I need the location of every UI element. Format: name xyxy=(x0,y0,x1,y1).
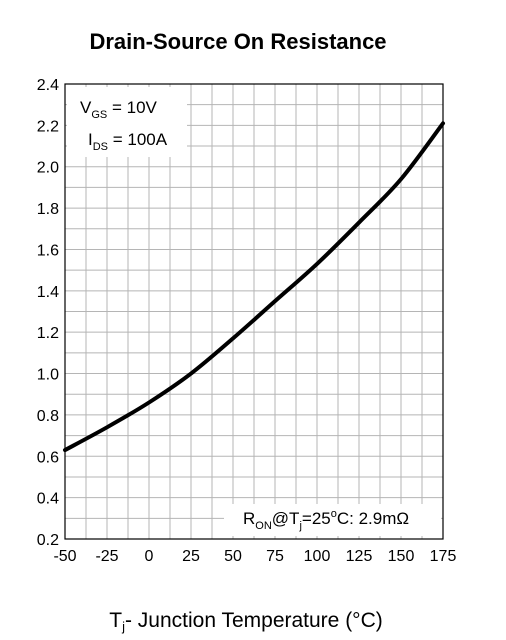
y-tick-label: 1.6 xyxy=(37,242,59,259)
y-tick-label: 1.2 xyxy=(37,325,59,342)
y-tick-label: 2.0 xyxy=(37,160,59,177)
axis-ticks: -50 -25 0 25 50 75 100 125 150 175 0.2 0.4 0.6 0.8 1.0… xyxy=(37,77,457,565)
ron-annotation: RON@Tj=25oC: 2.9mΩ xyxy=(243,508,409,532)
y-tick-label: 2.4 xyxy=(37,77,59,94)
x-tick-label: -25 xyxy=(95,548,118,565)
x-tick-label: 50 xyxy=(224,548,242,565)
ids-annotation: IDS = 100A xyxy=(88,130,168,153)
x-tick-label: 100 xyxy=(304,548,331,565)
x-tick-label: 175 xyxy=(430,548,457,565)
grid xyxy=(64,83,444,540)
x-tick-label: 150 xyxy=(388,548,415,565)
conditions-box xyxy=(67,87,187,157)
y-tick-label: 2.2 xyxy=(37,118,59,135)
y-tick-label: 0.4 xyxy=(37,491,59,508)
x-tick-label: 75 xyxy=(266,548,284,565)
chart-title: Drain-Source On Resistance xyxy=(89,29,386,54)
ron-box xyxy=(224,504,441,536)
y-tick-label: 0.2 xyxy=(37,532,59,549)
y-tick-label: 1.0 xyxy=(37,367,59,384)
vgs-annotation: VGS = 10V xyxy=(80,98,158,121)
y-tick-label: 1.4 xyxy=(37,284,59,301)
x-tick-label: -50 xyxy=(53,548,76,565)
plot-frame xyxy=(64,83,444,540)
y-tick-label: 0.6 xyxy=(37,449,59,466)
x-tick-label: 125 xyxy=(346,548,373,565)
y-tick-label: 0.8 xyxy=(37,408,59,425)
x-tick-label: 0 xyxy=(145,548,154,565)
resistance-curve xyxy=(63,121,445,453)
x-axis-label: Tj- Junction Temperature (°C) xyxy=(109,609,383,634)
y-tick-label: 1.8 xyxy=(37,201,59,218)
x-tick-label: 25 xyxy=(182,548,200,565)
